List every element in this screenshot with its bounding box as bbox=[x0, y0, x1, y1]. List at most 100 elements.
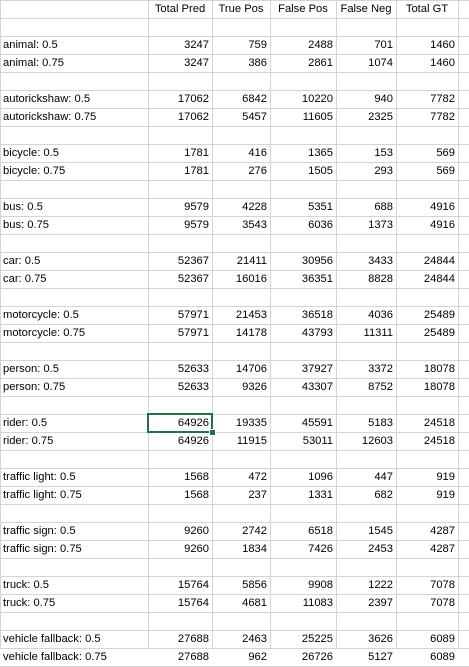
column-header[interactable]: True Pos bbox=[218, 3, 264, 15]
data-cell[interactable] bbox=[148, 504, 212, 522]
data-cell[interactable]: 7782 bbox=[430, 111, 455, 123]
data-cell[interactable] bbox=[212, 18, 270, 36]
data-cell[interactable] bbox=[396, 126, 458, 144]
data-cell[interactable]: 1460 bbox=[430, 57, 455, 69]
data-cell[interactable] bbox=[148, 180, 212, 198]
data-cell[interactable]: 52633 bbox=[177, 363, 209, 375]
row-label-cell[interactable]: motorcycle: 0.75 bbox=[3, 327, 86, 339]
data-cell[interactable]: 6089 bbox=[430, 633, 455, 645]
data-cell[interactable] bbox=[270, 396, 336, 414]
data-cell[interactable]: 1505 bbox=[308, 165, 333, 177]
data-cell[interactable]: 1545 bbox=[368, 525, 393, 537]
data-cell[interactable]: 14706 bbox=[235, 363, 267, 375]
row-label-cell[interactable]: vehicle fallback: 0.75 bbox=[3, 651, 107, 663]
data-cell[interactable]: 37927 bbox=[301, 363, 333, 375]
data-cell[interactable]: 3433 bbox=[368, 255, 393, 267]
data-cell[interactable] bbox=[212, 450, 270, 468]
data-cell[interactable] bbox=[148, 234, 212, 252]
row-label-cell[interactable]: truck: 0.5 bbox=[3, 579, 50, 591]
data-cell[interactable]: 2453 bbox=[368, 543, 393, 555]
data-cell[interactable] bbox=[212, 180, 270, 198]
data-cell[interactable]: 6036 bbox=[308, 219, 333, 231]
row-label-cell[interactable] bbox=[0, 396, 148, 414]
data-cell[interactable]: 25225 bbox=[301, 633, 333, 645]
data-cell[interactable]: 6518 bbox=[308, 525, 333, 537]
data-cell[interactable]: 15764 bbox=[177, 597, 209, 609]
data-cell[interactable]: 2397 bbox=[368, 597, 393, 609]
data-cell[interactable] bbox=[212, 558, 270, 576]
data-cell[interactable] bbox=[148, 72, 212, 90]
data-cell[interactable]: 5457 bbox=[242, 111, 267, 123]
data-cell[interactable]: 64926 bbox=[177, 435, 209, 447]
data-cell[interactable] bbox=[336, 396, 396, 414]
data-cell[interactable]: 52367 bbox=[177, 255, 209, 267]
data-cell[interactable] bbox=[396, 234, 458, 252]
data-cell[interactable]: 5183 bbox=[368, 417, 393, 429]
data-cell[interactable]: 25489 bbox=[423, 327, 455, 339]
data-cell[interactable]: 2463 bbox=[242, 633, 267, 645]
row-label-cell[interactable] bbox=[0, 18, 148, 36]
data-cell[interactable]: 16016 bbox=[235, 273, 267, 285]
column-header[interactable]: False Neg bbox=[340, 3, 392, 15]
row-label-cell[interactable]: bus: 0.75 bbox=[3, 219, 50, 231]
data-cell[interactable]: 1781 bbox=[184, 165, 209, 177]
data-cell[interactable] bbox=[148, 612, 212, 630]
data-cell[interactable]: 1568 bbox=[184, 471, 209, 483]
data-cell[interactable]: 43307 bbox=[301, 381, 333, 393]
row-label-cell[interactable]: car: 0.5 bbox=[3, 255, 41, 267]
data-cell[interactable]: 17062 bbox=[177, 93, 209, 105]
data-cell[interactable]: 11083 bbox=[302, 597, 333, 609]
data-cell[interactable] bbox=[270, 288, 336, 306]
row-label-cell[interactable] bbox=[0, 72, 148, 90]
data-cell[interactable] bbox=[396, 288, 458, 306]
data-cell[interactable] bbox=[396, 180, 458, 198]
data-cell[interactable] bbox=[270, 612, 336, 630]
data-cell[interactable]: 19335 bbox=[235, 417, 267, 429]
data-cell[interactable]: 3247 bbox=[184, 57, 209, 69]
data-cell[interactable]: 27688 bbox=[177, 651, 209, 663]
data-cell[interactable] bbox=[336, 126, 396, 144]
data-cell[interactable]: 64926 bbox=[177, 417, 209, 429]
data-cell[interactable]: 2325 bbox=[368, 111, 393, 123]
row-label-cell[interactable]: traffic sign: 0.5 bbox=[3, 525, 76, 537]
row-label-cell[interactable]: car: 0.75 bbox=[3, 273, 47, 285]
data-cell[interactable]: 15764 bbox=[177, 579, 209, 591]
data-cell[interactable] bbox=[396, 612, 458, 630]
data-cell[interactable]: 11605 bbox=[302, 111, 333, 123]
row-label-cell[interactable] bbox=[0, 234, 148, 252]
data-cell[interactable] bbox=[270, 180, 336, 198]
data-cell[interactable]: 24844 bbox=[423, 273, 455, 285]
data-cell[interactable]: 30956 bbox=[301, 255, 333, 267]
data-cell[interactable]: 2742 bbox=[242, 525, 267, 537]
data-cell[interactable]: 1331 bbox=[308, 489, 333, 501]
data-cell[interactable]: 276 bbox=[248, 165, 267, 177]
data-cell[interactable] bbox=[212, 126, 270, 144]
data-cell[interactable]: 5856 bbox=[242, 579, 267, 591]
data-cell[interactable] bbox=[270, 450, 336, 468]
row-label-cell[interactable] bbox=[0, 288, 148, 306]
data-cell[interactable] bbox=[270, 72, 336, 90]
data-cell[interactable] bbox=[212, 234, 270, 252]
data-cell[interactable]: 17062 bbox=[177, 111, 209, 123]
row-label-cell[interactable]: animal: 0.5 bbox=[3, 39, 58, 51]
data-cell[interactable]: 416 bbox=[248, 147, 267, 159]
data-cell[interactable]: 7782 bbox=[430, 93, 455, 105]
data-cell[interactable]: 57971 bbox=[177, 309, 209, 321]
row-label-cell[interactable]: motorcycle: 0.5 bbox=[3, 309, 79, 321]
data-cell[interactable]: 5127 bbox=[368, 651, 393, 663]
data-cell[interactable] bbox=[148, 288, 212, 306]
data-cell[interactable]: 6089 bbox=[430, 651, 455, 663]
fill-handle[interactable] bbox=[209, 429, 216, 436]
data-cell[interactable]: 9908 bbox=[308, 579, 333, 591]
row-label-cell[interactable]: rider: 0.5 bbox=[3, 417, 48, 429]
data-cell[interactable]: 43793 bbox=[301, 327, 333, 339]
data-cell[interactable]: 9260 bbox=[184, 543, 209, 555]
data-cell[interactable] bbox=[212, 612, 270, 630]
data-cell[interactable]: 9579 bbox=[184, 219, 209, 231]
column-header[interactable]: Total Pred bbox=[154, 3, 206, 15]
data-cell[interactable] bbox=[212, 504, 270, 522]
data-cell[interactable] bbox=[212, 72, 270, 90]
data-cell[interactable]: 940 bbox=[374, 93, 393, 105]
data-cell[interactable]: 1096 bbox=[308, 471, 333, 483]
data-cell[interactable] bbox=[212, 396, 270, 414]
